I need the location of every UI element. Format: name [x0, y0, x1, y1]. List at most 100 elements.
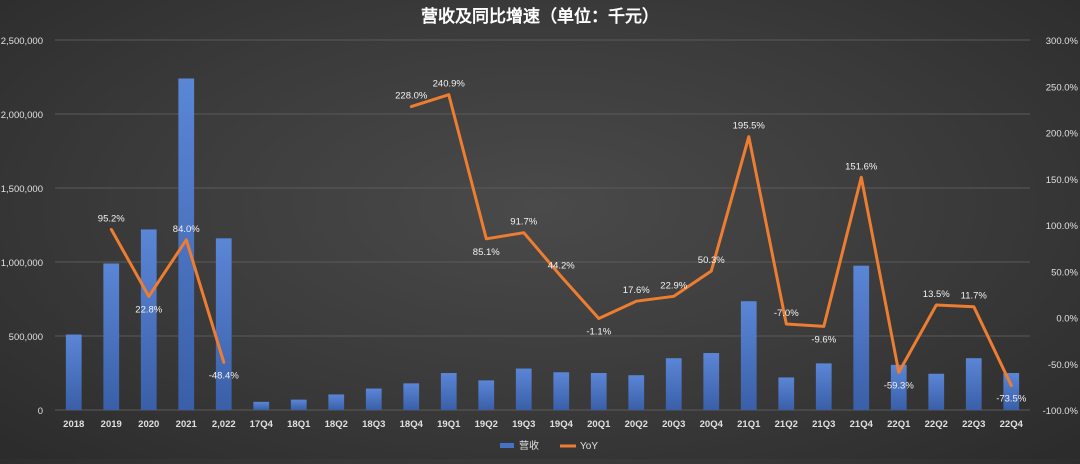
y-left-tick-label: 2,500,000	[1, 36, 43, 47]
revenue-bar	[215, 238, 232, 410]
x-tick-label: 19Q1	[437, 419, 461, 430]
y-left-tick-label: 0	[38, 406, 43, 417]
y-right-tick-label: 100.0%	[1046, 221, 1079, 232]
axis-layer: 0 500,000 1,000,000 1,500,000 2,000,000 2,500…	[1, 36, 1079, 430]
x-tick-label: 2020	[138, 419, 159, 430]
revenue-bar	[778, 377, 795, 410]
revenue-bar	[440, 373, 457, 410]
x-tick-label: 19Q4	[550, 419, 574, 430]
x-tick-label: 21Q4	[850, 419, 874, 430]
revenue-bar	[290, 399, 307, 410]
x-tick-label: 18Q1	[287, 419, 311, 430]
x-tick-label: 20Q2	[625, 419, 648, 430]
legend: 营收 YoY	[500, 439, 598, 452]
x-tick-label: 21Q3	[812, 419, 835, 430]
revenue-bar	[553, 372, 570, 410]
y-right-tick-label: 0.0%	[1056, 314, 1078, 325]
revenue-bar	[590, 373, 607, 410]
revenue-bar	[253, 401, 270, 410]
x-tick-label: 2021	[176, 419, 198, 430]
x-tick-label: 22Q4	[1000, 419, 1024, 430]
x-tick-label: 19Q3	[512, 419, 535, 430]
revenue-bar	[965, 358, 982, 410]
yoy-data-label: 17.6%	[623, 285, 650, 296]
revenue-bar	[703, 353, 720, 410]
legend-swatch-revenue	[500, 443, 514, 448]
x-tick-label: 17Q4	[250, 419, 274, 430]
yoy-data-label: 240.9%	[433, 79, 466, 90]
yoy-data-label: 22.8%	[135, 304, 162, 315]
revenue-bar	[1003, 373, 1020, 410]
yoy-data-label: 151.6%	[845, 161, 878, 172]
revenue-bar	[328, 394, 345, 410]
x-tick-label: 18Q4	[400, 419, 424, 430]
x-tick-label: 18Q2	[325, 419, 348, 430]
x-tick-label: 19Q2	[475, 419, 498, 430]
y-right-tick-label: -50.0%	[1048, 360, 1079, 371]
x-tick-label: 20Q3	[662, 419, 685, 430]
yoy-data-label: -1.1%	[586, 327, 611, 338]
x-tick-label: 22Q3	[962, 419, 985, 430]
yoy-data-label: -7.0%	[774, 308, 799, 319]
y-right-tick-label: 150.0%	[1046, 175, 1079, 186]
revenue-bar	[65, 334, 82, 410]
x-tick-label: 20Q4	[700, 419, 724, 430]
revenue-bar	[140, 229, 157, 410]
x-tick-label: 18Q3	[362, 419, 385, 430]
revenue-bar	[403, 383, 420, 410]
grid-layer	[55, 39, 1030, 411]
y-right-tick-label: 300.0%	[1046, 36, 1079, 47]
revenue-bar	[365, 388, 382, 410]
x-tick-label: 20Q1	[587, 419, 611, 430]
x-tick-label: 21Q1	[737, 419, 761, 430]
line-layer	[109, 93, 1013, 387]
x-tick-label: 2018	[63, 419, 84, 430]
yoy-line	[109, 227, 226, 364]
revenue-bar	[815, 363, 832, 410]
yoy-data-label: 50.3%	[698, 255, 725, 266]
legend-label-revenue: 营收	[519, 439, 539, 452]
labels-layer: 95.2% 22.8% 84.0% -48.4% 228.0% 240.9% 85.1% 91…	[98, 79, 1027, 405]
x-tick-label: 2,022	[212, 419, 236, 430]
chart-title: 营收及同比增速（单位：千元）	[421, 6, 659, 26]
yoy-data-label: 85.1%	[473, 247, 500, 258]
x-tick-label: 22Q1	[887, 419, 911, 430]
revenue-bar	[853, 265, 870, 410]
y-left-tick-label: 1,500,000	[1, 184, 43, 195]
y-right-tick-label: 200.0%	[1046, 129, 1079, 140]
revenue-bar	[928, 373, 945, 410]
yoy-data-label: 195.5%	[733, 121, 766, 132]
legend-label-yoy: YoY	[580, 441, 598, 452]
y-right-tick-label: 250.0%	[1046, 82, 1079, 93]
yoy-data-label: 84.0%	[173, 224, 200, 235]
yoy-data-label: 13.5%	[923, 289, 950, 300]
revenue-bar	[515, 368, 532, 410]
revenue-bar	[103, 263, 120, 410]
revenue-bar	[478, 380, 495, 410]
revenue-bar	[740, 301, 757, 410]
yoy-data-label: 228.0%	[395, 91, 428, 102]
x-tick-label: 21Q2	[775, 419, 798, 430]
yoy-data-label: -73.5%	[996, 393, 1027, 404]
yoy-data-label: 95.2%	[98, 213, 125, 224]
x-tick-label: 22Q2	[925, 419, 948, 430]
yoy-data-label: 91.7%	[510, 217, 537, 228]
x-tick-label: 2019	[101, 419, 122, 430]
yoy-data-label: -59.3%	[884, 380, 915, 391]
y-right-tick-label: 50.0%	[1051, 267, 1078, 278]
bars-layer	[65, 78, 1020, 410]
revenue-bar	[628, 375, 645, 410]
y-left-tick-label: 1,000,000	[1, 258, 43, 269]
yoy-data-label: 44.2%	[548, 261, 575, 272]
y-left-tick-label: 2,000,000	[1, 110, 43, 121]
yoy-data-label: -48.4%	[209, 370, 240, 381]
revenue-bar	[890, 364, 907, 410]
yoy-data-label: 11.7%	[961, 291, 988, 302]
yoy-line	[409, 93, 1013, 387]
y-right-tick-label: -100.0%	[1043, 406, 1079, 417]
yoy-data-label: 22.9%	[660, 280, 687, 291]
revenue-bar	[665, 358, 682, 410]
y-left-tick-label: 500,000	[9, 332, 43, 343]
